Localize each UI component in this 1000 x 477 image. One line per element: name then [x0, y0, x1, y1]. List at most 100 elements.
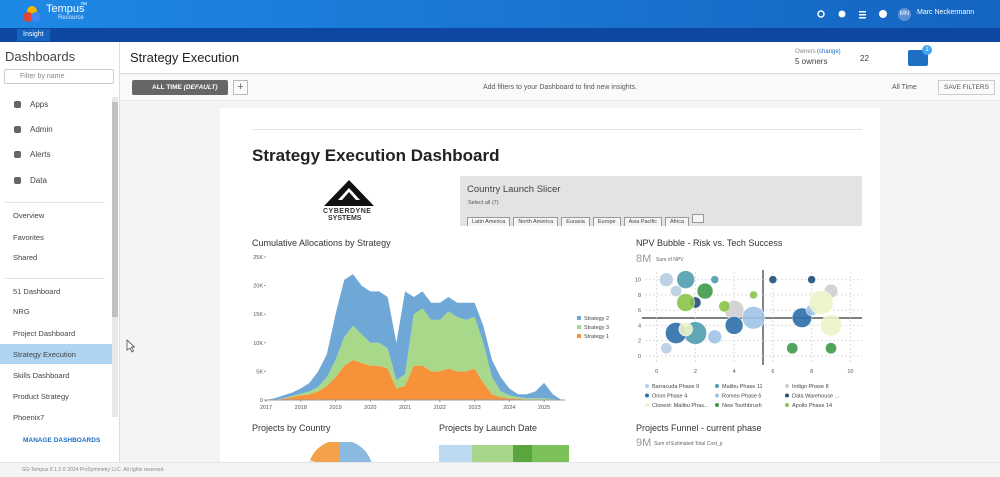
filter-hint: Add filters to your Dashboard to find ne… — [483, 84, 638, 91]
dashboard-title: Strategy Execution Dashboard — [252, 146, 500, 165]
sub-bar: Insight — [0, 28, 1000, 42]
search-box[interactable]: Filter by name — [4, 69, 114, 84]
bubble — [825, 342, 837, 355]
slicer-chip[interactable]: Latin America — [467, 217, 511, 226]
nav-icon[interactable] — [14, 101, 21, 108]
slicer-chip[interactable]: Eurasia — [561, 217, 590, 226]
bubble — [676, 293, 695, 312]
active-highlight[interactable] — [0, 344, 112, 364]
x-tick-label: 0 — [655, 369, 658, 375]
dashboard-card: Strategy Execution Dashboard CYBERDYNE S… — [220, 108, 880, 462]
x-tick-label: 6 — [771, 369, 774, 375]
legend-swatch — [715, 393, 719, 398]
slicer-select-all[interactable]: Select all (7) — [468, 200, 499, 206]
slicer-chip[interactable] — [692, 214, 705, 224]
scrollbar[interactable] — [112, 97, 118, 417]
nav-icon[interactable] — [14, 151, 21, 158]
manage-dashboards[interactable]: MANAGE DASHBOARDS — [23, 437, 101, 444]
dashboard-link[interactable]: NRG — [13, 307, 30, 316]
nav-item[interactable]: Apps — [30, 100, 49, 109]
dashboard-link[interactable]: Skills Dashboard — [13, 371, 70, 380]
legend-swatch — [715, 384, 719, 388]
legend-swatch — [645, 403, 649, 407]
bubble — [718, 300, 731, 313]
x-tick-label: 2019 — [329, 405, 341, 411]
launch-date-blocks — [439, 445, 569, 462]
sidebar-link[interactable]: Shared — [13, 253, 38, 262]
logo-text: CYBERDYNE — [323, 208, 372, 215]
owners-change[interactable]: (change) — [817, 49, 841, 55]
bubble — [807, 275, 816, 284]
bubble — [741, 306, 766, 330]
legend-swatch — [577, 325, 581, 329]
insight-menu[interactable]: Insight — [17, 29, 50, 41]
slicer-chip[interactable]: North America — [513, 217, 559, 226]
dashboard-link[interactable]: Project Dashboard — [13, 329, 76, 338]
dashboard-link[interactable]: 51 Dashboard — [13, 287, 61, 296]
slicer-chip[interactable]: Asia Pacific — [623, 217, 663, 226]
app-subtitle: Resource — [58, 15, 84, 21]
followers-count: 22 — [860, 54, 869, 63]
slicer-chip[interactable]: Europe — [592, 217, 621, 226]
sidebar-link[interactable]: Overview — [13, 211, 45, 220]
area — [266, 274, 562, 400]
bubble — [710, 275, 719, 284]
x-tick-label: 2024 — [503, 405, 515, 411]
nav-icon[interactable] — [14, 177, 21, 184]
slicer-title: Country Launch Slicer — [467, 184, 561, 195]
country-pie — [308, 442, 372, 462]
legend-label: Indigo Phase 8 — [792, 384, 829, 390]
y-tick-label: 2 — [638, 339, 641, 345]
legend-label: Strategy 2 — [584, 316, 609, 322]
dashboard-link[interactable]: Product Strategy — [13, 392, 69, 401]
user-name[interactable]: Marc Neckermann — [917, 9, 975, 16]
legend-swatch — [645, 393, 649, 398]
bubble — [678, 322, 693, 337]
area — [266, 308, 562, 400]
legend-label: Orion Phase 4 — [652, 394, 687, 400]
sidebar-title: Dashboards — [5, 49, 76, 64]
y-tick-label: 4 — [638, 323, 641, 329]
divider[interactable] — [5, 278, 105, 279]
legend-label: Strategy 1 — [584, 334, 609, 340]
slicer-chip[interactable]: Africa — [665, 217, 690, 226]
sidebar-link[interactable]: Favorites — [13, 233, 44, 242]
save-filters[interactable]: SAVE FILTERS — [938, 80, 995, 95]
bubble — [676, 270, 695, 289]
x-tick-label: 2 — [694, 369, 697, 375]
nav-item[interactable]: Admin — [30, 125, 53, 134]
user-avatar[interactable]: MN — [898, 8, 911, 21]
y-tick-label: 15K — [253, 312, 263, 318]
legend-swatch — [577, 334, 581, 338]
widget-title: Projects by Launch Date — [439, 423, 537, 433]
add-filter[interactable]: + — [233, 80, 248, 95]
area — [266, 359, 562, 400]
bubble — [768, 275, 778, 284]
nav-item[interactable]: Data — [30, 176, 47, 185]
bubble — [749, 290, 758, 300]
x-tick-label: 10 — [847, 369, 853, 375]
time-select[interactable]: All Time — [892, 84, 917, 91]
filter-bar: ALL TIME (DEFAULT) + Add filters to your… — [120, 75, 1000, 101]
x-tick-label: 2018 — [295, 405, 307, 411]
nav-icon[interactable] — [14, 126, 21, 133]
scroll-thumb[interactable] — [112, 102, 118, 317]
legend-label: Data Warehouse ... — [792, 394, 840, 400]
divider[interactable] — [5, 202, 105, 203]
app-name: Tempus — [46, 3, 85, 15]
y-tick-label: 10K — [253, 341, 263, 347]
nav-item[interactable]: Alerts — [30, 150, 51, 159]
top-icons[interactable] — [815, 8, 895, 20]
page-header: Strategy Execution Owners (change) 5 own… — [120, 42, 1000, 74]
x-tick-label: 2017 — [260, 405, 272, 411]
dashboard-link[interactable]: Strategy Execution — [13, 350, 76, 359]
dashboard-link[interactable]: Phoenix7 — [13, 413, 45, 422]
widget-title: Projects by Country — [252, 423, 331, 433]
legend-swatch — [785, 393, 789, 398]
x-tick-label: 8 — [810, 369, 813, 375]
time-chip-label: ALL TIME — [152, 84, 182, 91]
legend-label: New Toothbrush — [722, 403, 762, 409]
time-chip[interactable]: ALL TIME (DEFAULT) — [132, 80, 228, 95]
legend-label: Malibu Phase 11 — [722, 384, 763, 390]
